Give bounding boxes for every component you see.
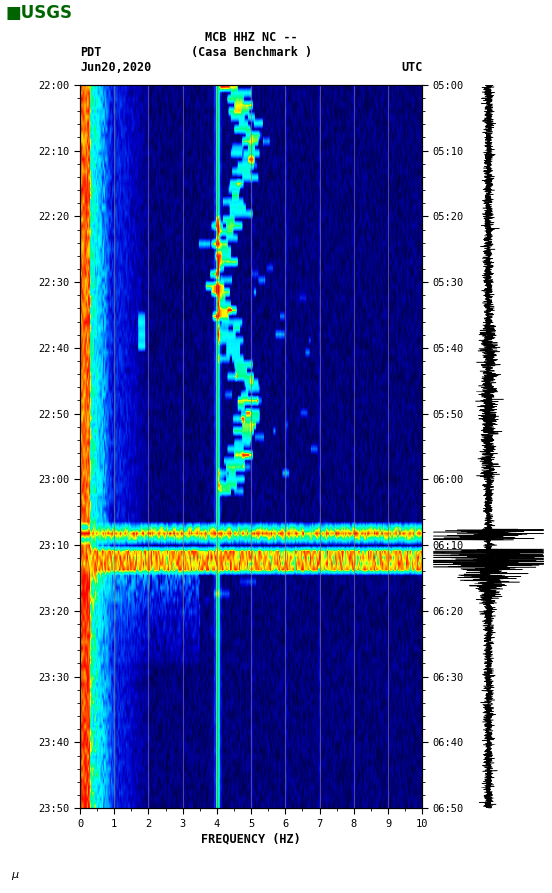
Text: UTC: UTC: [401, 61, 422, 74]
Text: PDT: PDT: [80, 46, 102, 60]
Text: MCB HHZ NC --: MCB HHZ NC --: [205, 31, 298, 45]
Text: Jun20,2020: Jun20,2020: [80, 61, 151, 74]
Text: ■USGS: ■USGS: [6, 4, 72, 22]
X-axis label: FREQUENCY (HZ): FREQUENCY (HZ): [201, 833, 301, 846]
Text: (Casa Benchmark ): (Casa Benchmark ): [190, 46, 312, 60]
Text: $\mathit{\mu}$: $\mathit{\mu}$: [11, 871, 20, 882]
